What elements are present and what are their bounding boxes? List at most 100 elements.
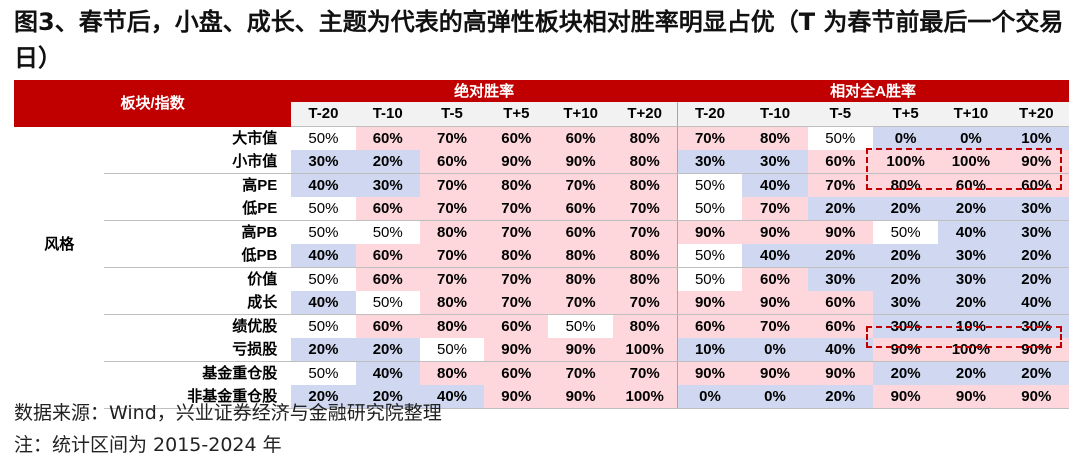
abs-win-cell: 80% — [612, 314, 678, 338]
rel-win-cell: 40% — [742, 173, 808, 197]
rel-win-cell: 60% — [807, 150, 873, 174]
abs-win-cell: 80% — [548, 244, 613, 268]
win-rate-table: 板块/指数 绝对胜率 相对全A胜率 T-20 T-10 T-5 T+5 T+10 T+20… — [14, 82, 1069, 409]
abs-win-cell: 70% — [419, 173, 485, 197]
rel-win-cell: 100% — [938, 338, 1004, 362]
sector-name: 低PB — [104, 244, 292, 268]
abs-win-cell: 70% — [419, 244, 485, 268]
abs-win-cell: 80% — [612, 267, 678, 291]
rel-win-cell: 60% — [742, 267, 808, 291]
abs-win-cell: 70% — [484, 220, 549, 244]
rel-win-cell: 80% — [742, 126, 808, 150]
table-row: 基金重仓股 50% 40% 80% 60% 70% 70% 90% 90% 90% 20% 20% 20… — [14, 361, 1069, 409]
table-row: 价值 50% 60% 70% 70% 80% 80% 50% 60% 30% 20% 30% 20% — [14, 267, 1069, 291]
rel-win-cell: 60% — [677, 314, 743, 338]
rel-win-cell: 0% — [677, 385, 743, 409]
abs-win-cell: 80% — [484, 173, 549, 197]
rel-win-cell: 20% — [872, 361, 939, 385]
table-row: 风格 大市值 50% 60% 70% 60% 60% 80% 70% 80% 50% 0% 0% 10% — [14, 126, 1069, 362]
rel-win-cell: 20% — [938, 361, 1004, 385]
rel-win-cell: 90% — [938, 385, 1004, 409]
source-note: 数据来源：Wind，兴业证券经济与金融研究院整理 — [14, 402, 442, 424]
rel-win-cell: 90% — [807, 361, 873, 385]
rel-win-cell: 70% — [742, 197, 808, 221]
rel-win-cell: 30% — [872, 291, 939, 315]
rel-win-cell: 90% — [742, 291, 808, 315]
abs-win-cell: 70% — [548, 291, 613, 315]
abs-win-cell: 90% — [548, 338, 613, 362]
abs-win-cell: 80% — [612, 126, 678, 150]
abs-win-cell: 50% — [419, 338, 485, 362]
rel-win-cell: 90% — [872, 338, 939, 362]
abs-win-cell: 70% — [612, 291, 678, 315]
abs-win-cell: 90% — [548, 385, 613, 409]
header-rule — [14, 80, 1069, 82]
rel-win-cell: 20% — [938, 291, 1004, 315]
abs-win-cell: 80% — [612, 150, 678, 174]
abs-win-cell: 70% — [612, 197, 678, 221]
rel-win-cell: 90% — [872, 385, 939, 409]
rel-win-cell: 70% — [742, 314, 808, 338]
abs-win-cell: 60% — [355, 244, 420, 268]
table-row: 低PB 40% 60% 70% 80% 80% 80% 50% 40% 20% 20% 30% 20% — [14, 244, 1069, 268]
rel-period-header: T-10 — [742, 102, 808, 127]
sector-name: 绩优股 — [104, 314, 292, 338]
abs-period-header: T+10 — [548, 102, 613, 127]
abs-win-cell: 80% — [612, 244, 678, 268]
abs-win-cell: 80% — [484, 244, 549, 268]
abs-win-header: 绝对胜率 — [291, 82, 678, 102]
rel-win-cell: 90% — [1003, 338, 1069, 362]
page-title: 图3、春节后，小盘、成长、主题为代表的高弹性板块相对胜率明显占优（T 为春节前最… — [14, 8, 1064, 72]
rel-win-cell: 40% — [1003, 291, 1069, 315]
rel-win-cell: 0% — [742, 338, 808, 362]
abs-win-cell: 70% — [484, 291, 549, 315]
abs-win-cell: 50% — [355, 220, 420, 244]
rel-period-header: T+5 — [872, 102, 939, 127]
table-row: 非基金重仓股 20% 20% 40% 90% 90% 100% 0% 0% 20% 90% 90% 90… — [14, 385, 1069, 409]
abs-win-cell: 20% — [291, 385, 356, 409]
abs-period-header: T+5 — [484, 102, 549, 127]
abs-period-header: T+20 — [612, 102, 678, 127]
rel-win-cell: 60% — [807, 291, 873, 315]
rel-win-cell: 30% — [938, 244, 1004, 268]
rel-win-cell: 40% — [742, 244, 808, 268]
sector-name: 亏损股 — [104, 338, 292, 362]
abs-win-cell: 30% — [291, 150, 356, 174]
rel-win-cell: 30% — [938, 267, 1004, 291]
rel-period-header: T-5 — [807, 102, 873, 127]
sector-name: 成长 — [104, 291, 292, 315]
rel-win-cell: 0% — [742, 385, 808, 409]
table-row: 成长 40% 50% 80% 70% 70% 70% 90% 90% 60% 30% 20% 40% — [14, 291, 1069, 315]
sector-name: 高PE — [104, 173, 292, 197]
rel-win-cell: 40% — [938, 220, 1004, 244]
abs-win-cell: 70% — [484, 197, 549, 221]
rel-period-header: T+10 — [938, 102, 1004, 127]
abs-win-cell: 20% — [355, 150, 420, 174]
abs-win-cell: 70% — [612, 361, 678, 385]
sector-name: 小市值 — [104, 150, 292, 174]
abs-win-cell: 50% — [291, 361, 356, 385]
rel-win-cell: 70% — [807, 173, 873, 197]
rel-win-cell: 50% — [872, 220, 939, 244]
rel-win-cell: 50% — [677, 173, 743, 197]
abs-period-header: T-5 — [419, 102, 485, 127]
rel-win-header: 相对全A胜率 — [677, 82, 1069, 102]
abs-win-cell: 70% — [419, 197, 485, 221]
abs-win-cell: 20% — [355, 338, 420, 362]
abs-win-cell: 60% — [355, 197, 420, 221]
rel-win-cell: 30% — [742, 150, 808, 174]
abs-win-cell: 20% — [355, 385, 420, 409]
abs-win-cell: 20% — [291, 338, 356, 362]
abs-win-cell: 40% — [291, 244, 356, 268]
rel-win-cell: 20% — [807, 197, 873, 221]
rel-win-cell: 100% — [938, 150, 1004, 174]
sector-name: 基金重仓股 — [104, 361, 292, 385]
abs-period-header: T-20 — [291, 102, 356, 127]
rel-win-cell: 50% — [807, 126, 873, 150]
rel-win-cell: 90% — [807, 220, 873, 244]
table-row: 亏损股 20% 20% 50% 90% 90% 100% 10% 0% 40% 90% 100% 90% — [14, 338, 1069, 362]
sector-header: 板块/指数 — [14, 82, 292, 127]
abs-win-cell: 70% — [419, 126, 485, 150]
rel-win-cell: 50% — [677, 267, 743, 291]
rel-win-cell: 20% — [1003, 361, 1069, 385]
